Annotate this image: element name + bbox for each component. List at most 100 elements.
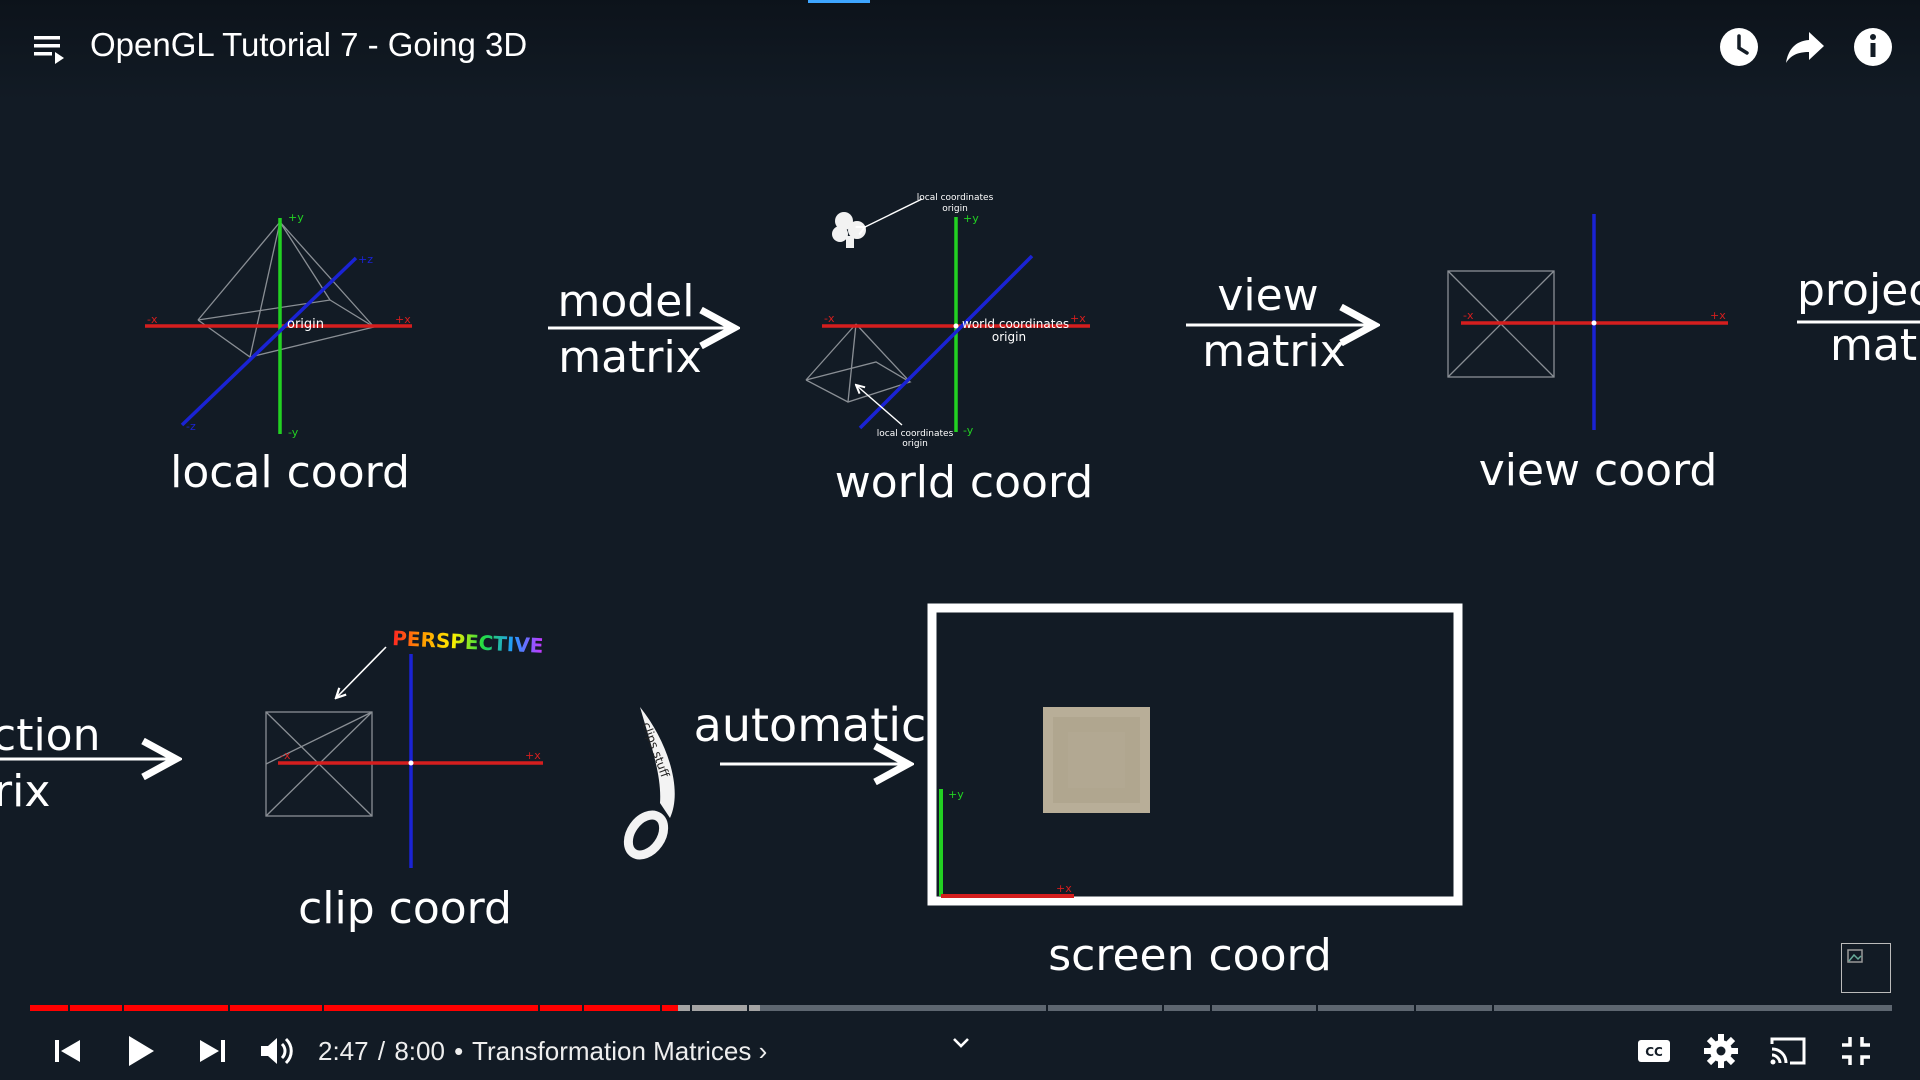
- chapter-segment[interactable]: [1494, 1005, 1892, 1011]
- projection-text-part2: ction: [0, 710, 100, 761]
- svg-text:CC: CC: [1645, 1045, 1663, 1059]
- camera-icon: [832, 212, 866, 248]
- chapter-arrow-icon: ›: [758, 1036, 768, 1066]
- chevron-down-icon[interactable]: [950, 1032, 972, 1054]
- played-segment[interactable]: [230, 1005, 322, 1011]
- pos-x-label: +x: [525, 749, 541, 762]
- exit-fullscreen-icon[interactable]: [1834, 1029, 1878, 1073]
- neg-y-label: -y: [963, 424, 974, 437]
- screen-frame: [927, 603, 1463, 906]
- pointer-line: [865, 198, 923, 227]
- duration: 8:00: [394, 1036, 445, 1066]
- projection-text-part1: projec: [1797, 265, 1920, 316]
- origin-label: origin: [287, 317, 324, 332]
- volume-icon[interactable]: [255, 1029, 299, 1073]
- chapter-segment[interactable]: [1164, 1005, 1210, 1011]
- scissors-icon: clips stuff: [623, 707, 675, 860]
- view-matrix-arrow: view matrix: [1186, 270, 1374, 377]
- matrix-text-part1: mat: [1830, 320, 1917, 371]
- chapter-title-button[interactable]: Transformation Matrices ›: [472, 1036, 767, 1066]
- pos-x-label: +x: [1070, 312, 1086, 325]
- chapter-segment[interactable]: [1048, 1005, 1162, 1011]
- share-icon[interactable]: [1782, 24, 1828, 70]
- chapter-title: Transformation Matrices: [472, 1036, 752, 1066]
- played-segment[interactable]: [324, 1005, 538, 1011]
- note-top-1: local coordinates: [917, 193, 994, 203]
- playlist-icon[interactable]: [30, 28, 70, 68]
- chapter-segment[interactable]: [749, 1005, 1046, 1011]
- played-segment[interactable]: [124, 1005, 228, 1011]
- z-axis: [858, 254, 1034, 430]
- buffered-segment[interactable]: [692, 1005, 747, 1011]
- matrix-text: matrix: [558, 332, 701, 383]
- top-indicator: [808, 0, 870, 3]
- clip-coord-diagram: PERSPECTIVE +x -x clip coord: [265, 626, 544, 934]
- video-title[interactable]: OpenGL Tutorial 7 - Going 3D: [90, 26, 528, 63]
- time-display: 2:47 / 8:00 • Transformation Matrices ›: [318, 1036, 767, 1067]
- scissors-caption: clips stuff: [639, 720, 672, 780]
- automatic-text: automatic: [694, 698, 927, 752]
- played-segment[interactable]: [662, 1005, 678, 1011]
- screen-coord-label: screen coord: [1048, 930, 1332, 981]
- local-coord-diagram: origin +y -y +x -x +z -z local coord: [145, 211, 412, 498]
- pyramid-wireframe: [805, 323, 912, 403]
- top-bar: OpenGL Tutorial 7 - Going 3D: [0, 0, 1920, 100]
- watch-later-icon[interactable]: [1716, 24, 1762, 70]
- screen-coord-diagram: +y +x screen coord: [927, 603, 1463, 981]
- world-coord-label: world coord: [835, 457, 1093, 508]
- chapter-segment[interactable]: [1416, 1005, 1492, 1011]
- model-matrix-arrow: model matrix: [548, 276, 734, 383]
- progress-bar[interactable]: [30, 1005, 1892, 1011]
- z-axis: [180, 256, 358, 427]
- pointer-line: [336, 646, 387, 698]
- automatic-arrow: automatic: [694, 698, 927, 764]
- time-separator: /: [377, 1036, 386, 1066]
- note-top-2: origin: [942, 204, 968, 214]
- matrix-text-part2: rix: [0, 766, 50, 817]
- neg-x-label: -x: [824, 312, 835, 325]
- previous-icon[interactable]: [46, 1029, 90, 1073]
- pos-y-label: +y: [948, 788, 964, 801]
- pos-y-label: +y: [288, 211, 304, 224]
- world-coord-diagram: local coordinates origin world coordinat…: [805, 193, 1093, 508]
- pos-x-label: +x: [395, 313, 411, 326]
- world-origin-1: world coordinates: [962, 317, 1069, 331]
- chapter-segment[interactable]: [1318, 1005, 1414, 1011]
- neg-x-label: -x: [147, 313, 158, 326]
- world-origin-2: origin: [992, 330, 1026, 344]
- pos-y-label: +y: [963, 212, 979, 225]
- pos-x-label: +x: [1710, 309, 1726, 322]
- view-coord-label: view coord: [1479, 445, 1718, 496]
- clip-coord-label: clip coord: [298, 883, 512, 934]
- played-segment[interactable]: [540, 1005, 582, 1011]
- pos-x-label: +x: [1056, 882, 1072, 895]
- control-bar: 2:47 / 8:00 • Transformation Matrices › …: [0, 1020, 1920, 1080]
- model-text: model: [557, 276, 694, 327]
- captions-icon[interactable]: CC: [1632, 1029, 1676, 1073]
- matrix-text: matrix: [1202, 326, 1345, 377]
- info-icon[interactable]: [1850, 24, 1896, 70]
- local-coord-label: local coord: [170, 447, 410, 498]
- view-coord-diagram: +x -x view coord: [1447, 214, 1728, 496]
- settings-icon[interactable]: [1699, 1029, 1743, 1073]
- neg-x-label: -x: [280, 749, 291, 762]
- chapter-segment[interactable]: [1212, 1005, 1316, 1011]
- cast-icon[interactable]: [1766, 1029, 1810, 1073]
- next-icon[interactable]: [190, 1029, 234, 1073]
- pointer-line: [856, 385, 903, 426]
- played-segment[interactable]: [70, 1005, 122, 1011]
- played-segment[interactable]: [584, 1005, 660, 1011]
- buffered-segment[interactable]: [749, 1005, 760, 1011]
- thumbnail-image: [1841, 943, 1891, 993]
- play-icon[interactable]: [118, 1029, 162, 1073]
- neg-x-label: -x: [1463, 309, 1474, 322]
- played-segment[interactable]: [30, 1005, 68, 1011]
- pyramid-wireframe: [197, 221, 376, 358]
- bullet: •: [454, 1036, 464, 1066]
- neg-z-label: -z: [186, 420, 196, 433]
- projection-matrix-arrow: projec mat ction rix: [0, 265, 1920, 817]
- note-bottom-1: local coordinates: [877, 429, 954, 439]
- current-time: 2:47: [318, 1036, 369, 1066]
